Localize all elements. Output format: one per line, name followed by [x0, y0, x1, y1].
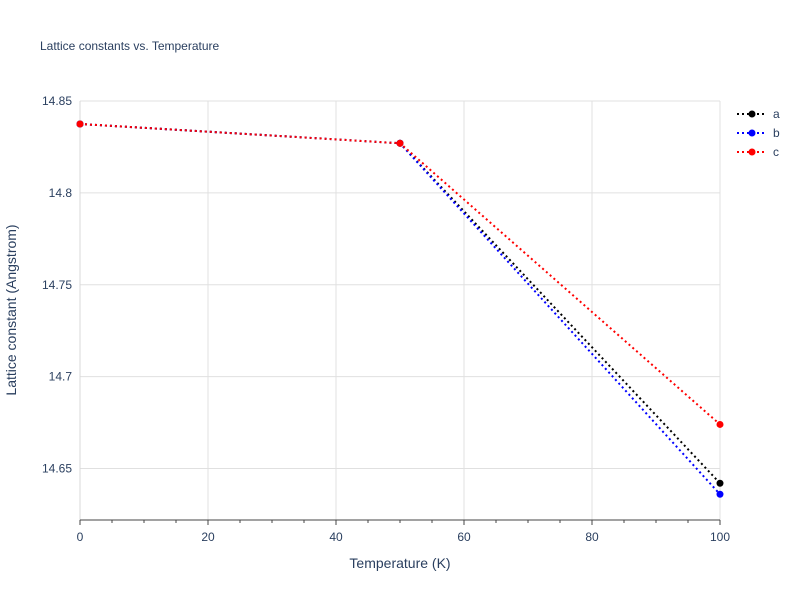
- grid: [79, 100, 721, 520]
- data-point-c: [716, 420, 724, 428]
- series-c: [76, 120, 724, 428]
- data-point-b: [716, 490, 724, 498]
- y-tick-label: 14.75: [42, 278, 72, 292]
- x-tick-label: 0: [77, 530, 84, 544]
- x-tick-label: 100: [710, 530, 730, 544]
- legend-item-b[interactable]: b: [737, 126, 780, 140]
- legend-marker: [748, 110, 756, 118]
- series-group: [76, 120, 724, 498]
- x-tick-label: 20: [201, 530, 215, 544]
- legend-item-c[interactable]: c: [737, 145, 779, 159]
- y-tick-group: 14.65 14.7 14.75 14.8 14.85: [42, 94, 72, 476]
- data-point-c: [396, 139, 404, 147]
- x-tick-group: 0 20 40 60 80 100: [77, 520, 730, 544]
- x-tick-label: 60: [457, 530, 471, 544]
- legend[interactable]: abc: [737, 107, 780, 159]
- series-line-c: [79, 122, 721, 426]
- x-tick-label: 80: [585, 530, 599, 544]
- y-tick-label: 14.7: [49, 370, 73, 384]
- x-axis-title: Temperature (K): [349, 555, 450, 571]
- data-point-c: [76, 120, 84, 128]
- legend-label: b: [773, 126, 780, 140]
- legend-label: c: [773, 145, 779, 159]
- legend-item-a[interactable]: a: [737, 107, 780, 121]
- y-axis-title: Lattice constant (Angstrom): [3, 224, 19, 395]
- y-tick-label: 14.8: [49, 186, 73, 200]
- series-b: [76, 120, 724, 498]
- data-point-a: [716, 479, 724, 487]
- series-a: [76, 120, 724, 487]
- x-tick-label: 40: [329, 530, 343, 544]
- y-tick-label: 14.85: [42, 94, 72, 108]
- chart-title: Lattice constants vs. Temperature: [40, 39, 220, 53]
- legend-marker: [748, 129, 756, 137]
- legend-marker: [748, 148, 756, 156]
- series-line-a: [79, 122, 721, 484]
- legend-label: a: [773, 107, 780, 121]
- series-line-b: [79, 122, 721, 495]
- y-tick-label: 14.65: [42, 462, 72, 476]
